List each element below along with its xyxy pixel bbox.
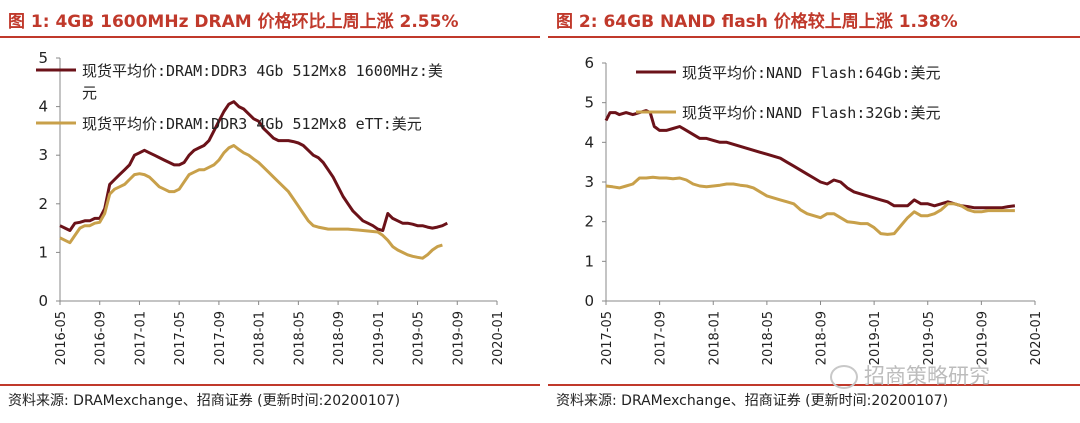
- legend-label: 现货平均价:DRAM:DDR3 4Gb 512Mx8 eTT:美元: [82, 115, 422, 133]
- legend-label: 现货平均价:NAND Flash:32Gb:美元: [682, 104, 941, 122]
- y-tick-label: 4: [38, 98, 48, 116]
- y-tick-label: 0: [584, 292, 594, 310]
- y-tick-label: 4: [584, 133, 594, 151]
- source-rule: [0, 384, 540, 386]
- y-tick-label: 2: [38, 195, 48, 213]
- chart-panel-dram: 图 1: 4GB 1600MHz DRAM 价格环比上周上涨 2.55% 0 1 2…: [0, 12, 540, 409]
- legend-label: 现货平均价:DRAM:DDR3 4Gb 512Mx8 1600MHz:美: [82, 62, 443, 80]
- x-tick-label: 2018-05: [292, 311, 307, 365]
- x-tick-label: 2016-05: [54, 311, 69, 365]
- x-tick-label: 2017-09: [213, 311, 228, 365]
- series-line-0: [59, 100, 448, 232]
- legend-label: 现货平均价:NAND Flash:64Gb:美元: [682, 64, 941, 82]
- nand-chart-svg: 0 1 2 3 4 5 6 2017-05 2017-09 2018-01 2018-05 2018-…: [584, 54, 1044, 365]
- series-line-0: [604, 109, 1016, 210]
- x-tick-label: 2017-01: [133, 311, 148, 365]
- watermark-text: 招商策略研究: [864, 364, 990, 388]
- y-tick-label: 5: [584, 94, 594, 112]
- chart-title: 图 2: 64GB NAND flash 价格较上周上涨 1.38%: [556, 12, 958, 32]
- x-tick-label: 2019-01: [372, 311, 387, 365]
- source-rule: [548, 384, 1080, 386]
- legend-label-wrap: 元: [82, 84, 97, 102]
- y-tick-label: 3: [38, 146, 48, 164]
- x-tick-label: 2019-05: [412, 311, 427, 365]
- series-line-1: [605, 175, 1015, 236]
- series-line-1: [59, 144, 443, 260]
- x-tick-label: 2020-01: [491, 311, 506, 365]
- chart-title: 图 1: 4GB 1600MHz DRAM 价格环比上周上涨 2.55%: [8, 12, 459, 32]
- x-tick-label: 2018-09: [332, 311, 347, 365]
- y-tick-label: 1: [584, 252, 594, 270]
- x-tick-label: 2019-05: [922, 311, 937, 365]
- chart-panel-nand: 图 2: 64GB NAND flash 价格较上周上涨 1.38% 0 1 2 3 4…: [548, 0, 1080, 423]
- x-tick-label: 2017-05: [173, 311, 188, 365]
- title-rule: [0, 36, 540, 38]
- x-tick-label: 2019-09: [451, 311, 466, 365]
- x-tick-label: 2017-09: [654, 311, 669, 365]
- x-tick-label: 2018-09: [815, 311, 830, 365]
- y-tick-label: 5: [38, 49, 48, 67]
- x-tick-label: 2020-01: [1029, 311, 1044, 365]
- x-tick-label: 2018-01: [707, 311, 722, 365]
- source-note: 资料来源: DRAMexchange、招商证券 (更新时间:20200107): [556, 393, 949, 409]
- y-tick-label: 1: [38, 243, 48, 261]
- x-tick-label: 2018-01: [253, 311, 268, 365]
- wechat-icon: [830, 365, 858, 389]
- x-tick-label: 2019-09: [975, 311, 990, 365]
- x-tick-label: 2018-05: [761, 311, 776, 365]
- title-rule: [548, 36, 1080, 38]
- y-tick-label: 6: [584, 54, 594, 72]
- y-tick-label: 0: [38, 292, 48, 310]
- x-tick-label: 2016-09: [94, 311, 109, 365]
- y-tick-label: 3: [584, 173, 594, 191]
- y-tick-label: 2: [584, 213, 594, 231]
- watermark: 招商策略研究: [830, 360, 1070, 390]
- source-note: 资料来源: DRAMexchange、招商证券 (更新时间:20200107): [8, 393, 401, 409]
- x-tick-label: 2019-01: [868, 311, 883, 365]
- dram-chart-svg: 0 1 2 3 4 5 2016-05 2016-09 2017-01 2017-05 2017-0…: [36, 49, 506, 365]
- x-tick-label: 2017-05: [600, 311, 615, 365]
